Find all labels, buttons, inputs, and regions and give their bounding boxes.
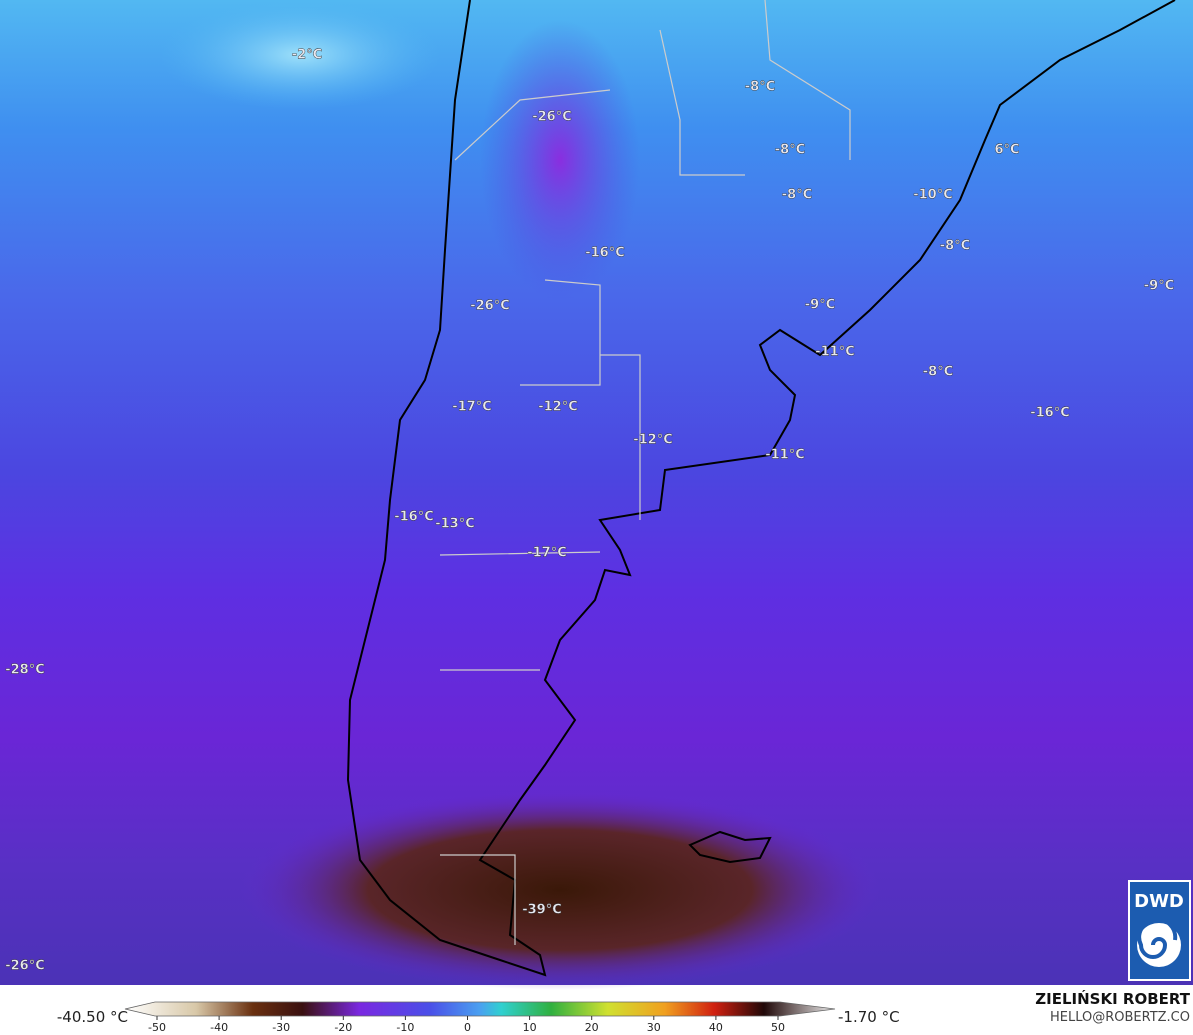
colorbar-min: -40.50 °C: [57, 1008, 128, 1026]
temp-label: -17°C: [452, 400, 492, 415]
temp-label: -16°C: [585, 246, 625, 261]
temp-label: -26°C: [532, 110, 572, 125]
borders: [439, 0, 851, 945]
temp-label: -16°C: [1030, 406, 1070, 421]
temp-label: -8°C: [923, 365, 953, 380]
temp-label: -17°C: [527, 546, 567, 561]
colorbar-tick-label: 10: [523, 1021, 537, 1034]
colorbar-tick-label: -20: [334, 1021, 352, 1034]
temp-label: -26°C: [470, 299, 510, 314]
colorbar-tick-label: 0: [464, 1021, 471, 1034]
coastline: [346, 0, 1176, 977]
colorbar-max: -1.70 °C: [838, 1008, 900, 1026]
temp-label: -8°C: [775, 143, 805, 158]
contact: HELLO@ROBERTZ.CO: [1050, 1010, 1190, 1025]
colorbar-tick-label: 20: [585, 1021, 599, 1034]
logo-text: DWD: [1134, 891, 1184, 912]
temp-label: -9°C: [1144, 279, 1174, 294]
colorbar: -40.50 °C -1.70 °C -50 -40 -30 -20 -10 0 10 20 3…: [57, 1001, 900, 1034]
temperature-labels: -2°C -8°C -26°C -8°C 6°C -8°C -10°C -16°…: [5, 47, 1174, 974]
falkland-islands: [688, 830, 772, 864]
temp-label: -13°C: [435, 517, 475, 532]
temp-label: -8°C: [745, 80, 775, 95]
temp-label: -8°C: [940, 239, 970, 254]
colorbar-tick-label: 50: [771, 1021, 785, 1034]
temp-label: -11°C: [815, 345, 855, 360]
colorbar-tick-label: 40: [709, 1021, 723, 1034]
temp-label: -39°C: [522, 903, 562, 918]
dwd-logo: DWD: [1128, 880, 1191, 981]
colorbar-tick-label: -40: [210, 1021, 228, 1034]
map-background: [0, 0, 1193, 990]
author: ZIELIŃSKI ROBERT: [1035, 989, 1190, 1008]
colorbar-tick-label: -10: [396, 1021, 414, 1034]
temp-label: -11°C: [765, 448, 805, 463]
temp-label: -2°C: [292, 48, 322, 63]
temp-label: -26°C: [5, 959, 45, 974]
colorbar-tick-label: -50: [148, 1021, 166, 1034]
temp-label: -9°C: [805, 298, 835, 313]
temp-label: -28°C: [5, 663, 45, 678]
temp-label: -10°C: [913, 188, 953, 203]
temp-label: -12°C: [633, 433, 673, 448]
colorbar-tick-label: -30: [272, 1021, 290, 1034]
temp-label: -12°C: [538, 400, 578, 415]
temp-label: -16°C: [394, 510, 434, 525]
colorbar-tick-label: 30: [647, 1021, 661, 1034]
temp-label: 6°C: [994, 143, 1019, 158]
temp-label: -8°C: [782, 188, 812, 203]
